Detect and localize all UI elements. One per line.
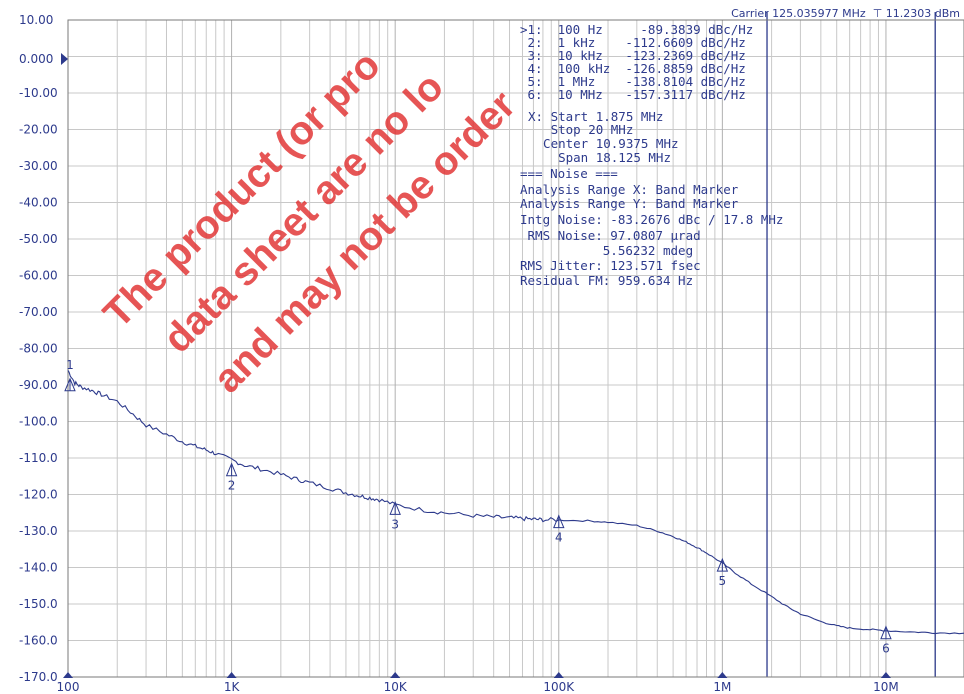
- y-tick-label: -150.0: [19, 597, 58, 611]
- reference-marker-arrow[interactable]: [61, 53, 68, 65]
- x-tick-arrow: [226, 672, 237, 678]
- y-tick-label: -60.00: [19, 269, 58, 283]
- marker-row: 4: 100 kHz -126.8859 dBc/Hz: [520, 61, 746, 76]
- analysis-line: Stop 20 MHz: [528, 122, 633, 137]
- noise-analysis-readout: X: Start 1.875 MHz Stop 20 MHz Center 10…: [520, 109, 783, 288]
- y-tick-label: -10.00: [19, 86, 58, 100]
- marker-number: 5: [719, 574, 727, 588]
- x-tick-arrow: [390, 672, 401, 678]
- trace-markers: 1 2 3 4 5 6: [64, 358, 892, 656]
- x-tick-arrow: [880, 672, 891, 678]
- marker-row: 3: 10 kHz -123.2369 dBc/Hz: [520, 48, 746, 63]
- x-tick-arrow: [63, 672, 73, 678]
- x-tick-label: 100K: [543, 680, 575, 694]
- y-tick-label: -30.00: [19, 159, 58, 173]
- marker-row: 5: 1 MHz -138.8104 dBc/Hz: [520, 74, 746, 89]
- marker-number: 4: [555, 531, 563, 545]
- analysis-line: RMS Jitter: 123.571 fsec: [520, 258, 701, 273]
- y-tick-label: -100.0: [19, 415, 58, 429]
- x-tick-label: 1M: [713, 680, 731, 694]
- y-tick-label: -130.0: [19, 524, 58, 538]
- reference-value-label: 0.000: [19, 52, 53, 66]
- analysis-line: Intg Noise: -83.2676 dBc / 17.8 MHz: [520, 212, 783, 227]
- plot-frame: [67, 19, 964, 678]
- y-tick-label: -40.00: [19, 196, 58, 210]
- analysis-line: Center 10.9375 MHz: [528, 136, 679, 151]
- y-tick-label: -110.0: [19, 451, 58, 465]
- y-tick-label: -170.0: [19, 670, 58, 684]
- y-axis-ticks: 10.00 -10.00 -20.00 -30.00 -40.00 -50.00 -60.0…: [19, 13, 58, 684]
- marker-row: >1: 100 Hz -89.3839 dBc/Hz: [520, 22, 753, 37]
- analysis-line: Analysis Range Y: Band Marker: [520, 196, 739, 211]
- y-tick-label: -90.00: [19, 378, 58, 392]
- y-tick-label: -80.00: [19, 342, 58, 356]
- marker-readout-table: >1: 100 Hz -89.3839 dBc/Hz 2: 1 kHz -112…: [520, 22, 753, 102]
- phase-noise-trace: [67, 370, 964, 635]
- y-tick-label: -20.00: [19, 123, 58, 137]
- x-tick-label: 1K: [224, 680, 241, 694]
- analysis-line: === Noise ===: [520, 166, 618, 181]
- carrier-readout: Carrier 125.035977 MHz ⊤ 11.2303 dBm: [731, 7, 960, 20]
- y-tick-label: -50.00: [19, 232, 58, 246]
- y-tick-label: -120.0: [19, 488, 58, 502]
- analysis-line: RMS Noise: 97.0807 µrad: [520, 228, 701, 243]
- x-tick-label: 10K: [384, 680, 408, 694]
- marker-number: 3: [391, 517, 399, 531]
- analysis-line: Analysis Range X: Band Marker: [520, 182, 739, 197]
- marker-number: 2: [228, 479, 236, 493]
- marker-number: 6: [882, 642, 890, 656]
- x-tick-label: 10M: [873, 680, 899, 694]
- analysis-line: 5.56232 mdeg: [520, 243, 693, 258]
- analysis-line: Residual FM: 959.634 Hz: [520, 273, 693, 288]
- y-tick-label: -140.0: [19, 561, 58, 575]
- y-tick-label: -160.0: [19, 634, 58, 648]
- y-tick-label: 10.00: [19, 13, 53, 27]
- analysis-line: Span 18.125 MHz: [528, 150, 671, 165]
- x-tick-label: 100: [57, 680, 80, 694]
- marker-row: 2: 1 kHz -112.6609 dBc/Hz: [520, 35, 746, 50]
- x-axis-ticks: 100 1K 10K 100K 1M 10M: [57, 672, 899, 694]
- analysis-line: X: Start 1.875 MHz: [528, 109, 663, 124]
- x-tick-arrow: [717, 672, 728, 678]
- marker-number: 1: [66, 358, 74, 372]
- x-tick-arrow: [553, 672, 564, 678]
- band-marker-lines: [766, 12, 936, 677]
- marker-row: 6: 10 MHz -157.3117 dBc/Hz: [520, 87, 746, 102]
- y-tick-label: -70.00: [19, 305, 58, 319]
